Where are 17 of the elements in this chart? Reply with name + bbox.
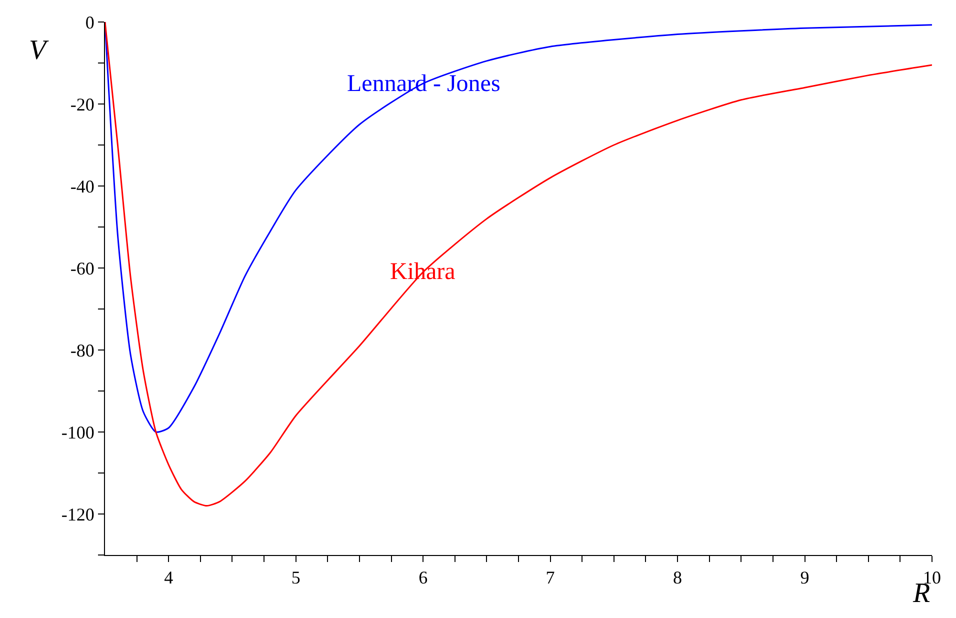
line-series (105, 22, 932, 507)
y-tick-label: -20 (70, 94, 94, 114)
x-tick-label: 4 (164, 568, 174, 588)
y-tick-label: 0 (85, 12, 94, 32)
line-series (105, 22, 932, 433)
x-tick-label: 8 (673, 568, 682, 588)
y-axis-title: V (29, 35, 49, 66)
x-tick-label: 6 (418, 568, 428, 588)
x-tick-label: 5 (291, 568, 300, 588)
y-tick-label: -40 (70, 176, 94, 196)
x-tick-label: 7 (546, 568, 555, 588)
y-tick-label: -120 (61, 504, 94, 524)
y-tick-label: -60 (70, 258, 94, 278)
series-label: Lennard - Jones (347, 71, 500, 97)
x-tick-label: 9 (800, 568, 810, 588)
y-tick-label: -80 (70, 340, 94, 360)
y-tick-label: -100 (61, 422, 94, 442)
